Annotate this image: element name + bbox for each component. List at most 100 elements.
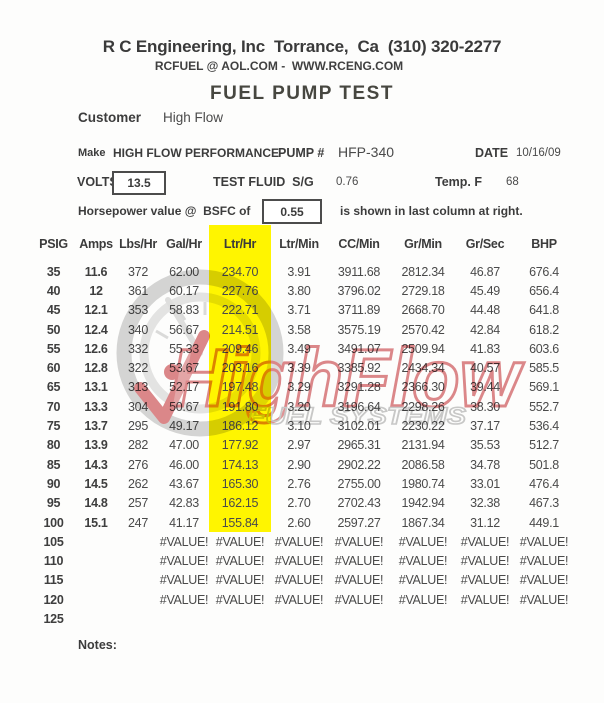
table-cell (271, 609, 327, 628)
table-cell: 13.3 (84, 399, 108, 414)
table-cell: 656.4 (529, 283, 559, 298)
table-cell: 203.16 (209, 358, 271, 378)
table-cell: 50 (46, 322, 61, 337)
customer-label: Customer (78, 110, 142, 125)
table-cell: 34.78 (470, 457, 500, 472)
table-cell: 2570.42 (401, 322, 445, 337)
table-cell: 2.90 (287, 457, 311, 472)
table-cell: 3.20 (287, 399, 311, 414)
table-cell: 262 (128, 476, 148, 491)
table-cell: 276 (128, 457, 148, 472)
table-cell: 12 (89, 283, 103, 298)
table-cell: 115 (43, 573, 64, 588)
table-cell: 45 (46, 303, 61, 318)
table-cell: 3385.92 (337, 361, 381, 376)
table-cell: 569.1 (529, 380, 559, 395)
table-cell: #VALUE! (274, 554, 324, 569)
table-cell: #VALUE! (334, 592, 384, 607)
bsfc-value-box: 0.55 (262, 199, 322, 224)
table-cell: 65 (46, 380, 61, 395)
column-header: Gal/Hr (166, 236, 202, 251)
column-header: PSIG (39, 236, 68, 251)
table-cell: 46.00 (169, 457, 199, 472)
table-cell: 467.3 (529, 496, 559, 511)
table-cell: 41.83 (470, 341, 500, 356)
table-row: 40 12 361 60.17 227.76 3.80 3796.02 2729.18 45.4… (32, 281, 573, 301)
table-cell: 3196.64 (337, 399, 381, 414)
table-row: 70 13.3 304 50.67 191.80 3.20 3196.64 2298.26 38… (32, 397, 573, 417)
table-cell: 304 (128, 399, 148, 414)
table-cell: 2.97 (287, 438, 311, 453)
table-row: 85 14.3 276 46.00 174.13 2.90 2902.22 2086.58 34… (32, 454, 573, 475)
table-cell: 56.67 (169, 322, 199, 337)
table-row: 50 12.4 340 56.67 214.51 3.58 3575.19 2570.42 42… (32, 319, 573, 340)
table-cell: #VALUE! (398, 554, 448, 569)
table-cell: 322 (128, 361, 148, 376)
table-cell: 295 (128, 419, 148, 434)
table-cell: 105 (43, 534, 64, 549)
table-cell: 31.12 (470, 515, 500, 530)
volts-label: VOLTS (77, 175, 118, 189)
table-cell: 2131.94 (401, 438, 445, 453)
table-cell: 55.33 (169, 341, 199, 356)
table-cell: 3575.19 (337, 322, 381, 337)
table-cell: #VALUE! (334, 573, 384, 588)
table-row: 60 12.8 322 53.67 203.16 3.39 3385.92 2434.34 40… (32, 358, 573, 378)
test-table: PSIG Amps Lbs/Hr Gal/Hr Ltr/Hr Ltr/Min CC/Min G… (32, 225, 573, 629)
table-cell: 53.67 (169, 361, 199, 376)
table-row: 120 #VALUE! #VALUE! #VALUE! #VALUE! #VALUE! #V… (32, 590, 573, 609)
table-header: PSIG Amps Lbs/Hr Gal/Hr Ltr/Hr Ltr/Min CC/Min G… (32, 225, 573, 262)
table-cell (75, 551, 117, 570)
table-cell (75, 571, 117, 590)
table-row: 105 #VALUE! #VALUE! #VALUE! #VALUE! #VALUE! #V… (32, 532, 573, 551)
table-cell (159, 609, 209, 628)
table-cell: #VALUE! (398, 573, 448, 588)
page-title: FUEL PUMP TEST (210, 83, 394, 104)
table-cell: 75 (46, 419, 61, 434)
table-cell: 125 (43, 611, 64, 626)
table-cell: 13.9 (84, 438, 108, 453)
table-cell: 50.67 (169, 399, 199, 414)
table-cell: 3711.89 (337, 303, 381, 318)
table-cell: 641.8 (529, 303, 559, 318)
table-cell: 197.48 (209, 377, 271, 398)
table-cell: 2729.18 (401, 283, 445, 298)
table-row: 75 13.7 295 49.17 186.12 3.10 3102.01 2230.22 37… (32, 416, 573, 436)
table-cell: 2755.00 (337, 476, 381, 491)
table-cell: 2509.94 (401, 341, 445, 356)
table-cell: 55 (46, 341, 61, 356)
column-header: Ltr/Hr (209, 225, 271, 262)
table-cell: 191.80 (209, 397, 271, 417)
table-cell: 3491.07 (337, 341, 381, 356)
table-cell: 47.00 (169, 438, 199, 453)
table-cell: 552.7 (529, 399, 559, 414)
table-cell (117, 571, 159, 590)
table-cell: 2086.58 (401, 457, 445, 472)
table-cell: 40.57 (470, 361, 500, 376)
table-cell: 3.10 (287, 419, 311, 434)
table-cell: 43.67 (169, 476, 199, 491)
table-cell: 2812.34 (401, 264, 445, 279)
table-cell: 35.53 (470, 438, 500, 453)
column-header: Gr/Sec (465, 236, 505, 251)
table-cell: 14.3 (84, 457, 108, 472)
table-cell: 155.84 (209, 512, 271, 533)
table-cell (327, 609, 391, 628)
table-cell: 90 (46, 476, 61, 491)
table-row: 100 15.1 247 41.17 155.84 2.60 2597.27 1867.34 3… (32, 512, 573, 533)
table-cell: #VALUE! (215, 554, 265, 569)
table-row: 115 #VALUE! #VALUE! #VALUE! #VALUE! #VALUE! #V… (32, 571, 573, 590)
table-cell: 12.6 (84, 341, 108, 356)
table-cell: #VALUE! (274, 534, 324, 549)
table-cell: 372 (128, 264, 148, 279)
bsfc-prefix: Horsepower value @ BSFC of (78, 204, 251, 218)
table-cell (117, 590, 159, 609)
table-row: 95 14.8 257 42.83 162.15 2.70 2702.43 1942.94 32… (32, 493, 573, 513)
table-cell: 165.30 (209, 474, 271, 494)
table-cell: 501.8 (529, 457, 559, 472)
table-cell: 11.6 (84, 264, 108, 279)
table-cell: #VALUE! (460, 573, 510, 588)
table-row: 35 11.6 372 62.00 234.70 3.91 3911.68 2812.34 46… (32, 262, 573, 282)
table-row: 110 #VALUE! #VALUE! #VALUE! #VALUE! #VALUE! #V… (32, 551, 573, 570)
table-cell: 618.2 (529, 322, 559, 337)
